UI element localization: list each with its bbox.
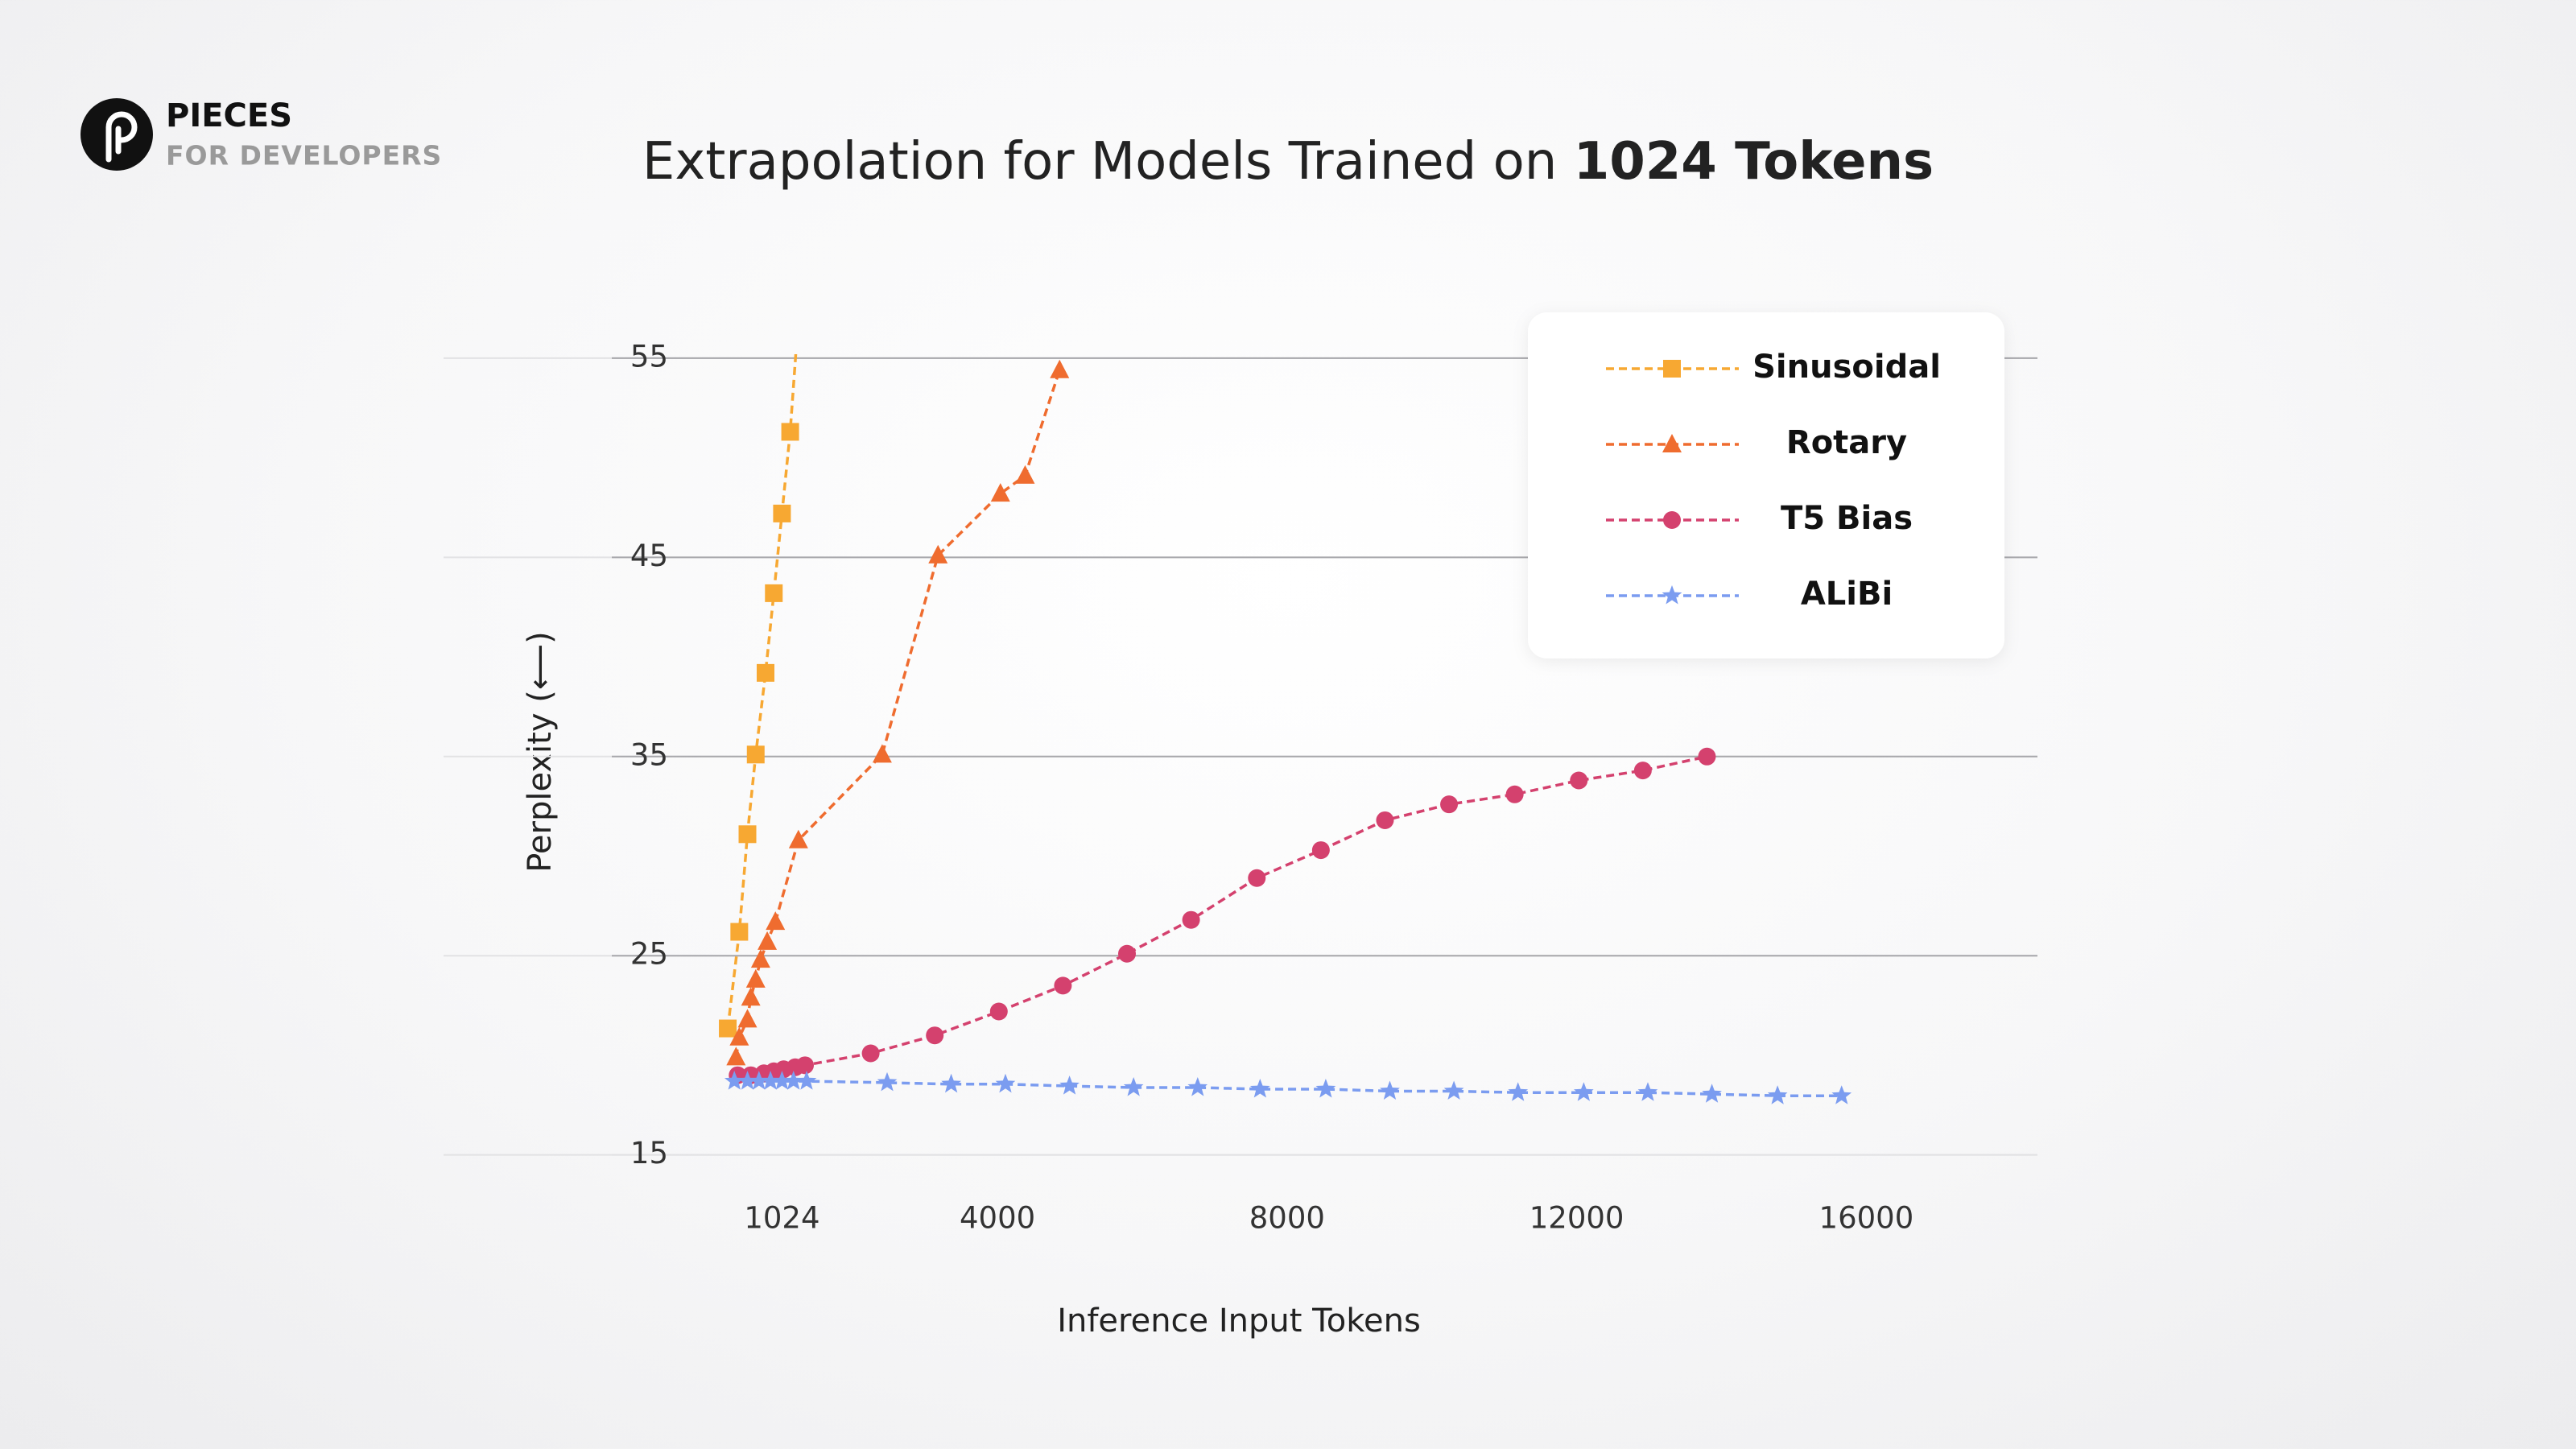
marker <box>1187 1077 1208 1096</box>
x-axis-label: Inference Input Tokens <box>1057 1302 1421 1340</box>
chart-title: Extrapolation for Models Trained on 1024… <box>642 132 1934 192</box>
marker <box>1662 585 1682 605</box>
marker <box>1376 811 1394 829</box>
marker <box>772 1071 792 1090</box>
marker <box>861 1044 880 1063</box>
marker <box>741 987 761 1006</box>
legend-label: T5 Bias <box>1781 500 1913 537</box>
marker <box>941 1073 961 1093</box>
marker <box>783 1071 804 1090</box>
marker <box>1054 976 1072 995</box>
legend-label: Rotary <box>1786 424 1907 461</box>
marker <box>760 1071 781 1090</box>
title-bold: 1024 Tokens <box>1574 132 1934 192</box>
y-tick-label: 45 <box>630 539 668 573</box>
marker <box>1315 1079 1336 1098</box>
marker <box>1248 869 1266 887</box>
marker <box>1570 771 1588 790</box>
marker <box>781 423 799 441</box>
marker <box>1311 841 1330 860</box>
y-tick-label: 25 <box>630 937 668 972</box>
marker <box>1663 360 1681 378</box>
marker <box>796 1056 815 1075</box>
marker <box>1702 1084 1722 1103</box>
marker <box>1698 747 1716 766</box>
marker <box>1662 434 1682 452</box>
title-text: Extrapolation for Models Trained on <box>642 132 1574 192</box>
y-axis-label: Perplexity (⟵) <box>522 631 559 873</box>
marker <box>719 1019 737 1038</box>
marker <box>729 1026 749 1046</box>
marker <box>746 745 765 764</box>
legend-label: Sinusoidal <box>1752 349 1941 386</box>
marker <box>749 1071 770 1090</box>
marker <box>757 663 775 682</box>
marker <box>750 949 770 968</box>
marker <box>738 825 757 844</box>
series-line <box>737 755 1707 1077</box>
marker <box>758 931 778 950</box>
marker <box>1831 1085 1852 1104</box>
legend-box <box>1528 312 2004 658</box>
marker <box>1767 1085 1788 1104</box>
marker <box>766 911 786 931</box>
marker <box>1508 1082 1529 1101</box>
brand-tagline: FOR DEVELOPERS <box>166 140 442 171</box>
marker <box>877 1071 898 1092</box>
y-tick-label: 35 <box>630 737 668 772</box>
marker <box>1123 1077 1144 1096</box>
marker <box>773 504 791 522</box>
marker <box>765 584 783 602</box>
marker <box>928 544 948 564</box>
legend-label: ALiBi <box>1801 576 1893 613</box>
marker <box>730 923 749 941</box>
series-line <box>726 354 798 1029</box>
y-tick-label: 55 <box>630 339 668 374</box>
marker <box>926 1026 944 1045</box>
marker <box>745 968 766 988</box>
x-tick-label: 12000 <box>1530 1201 1624 1236</box>
x-tick-label: 1024 <box>744 1201 819 1236</box>
y-tick-label: 15 <box>630 1136 668 1170</box>
marker <box>1380 1080 1400 1100</box>
marker <box>1050 359 1070 378</box>
marker <box>1440 795 1459 814</box>
marker <box>796 1071 817 1090</box>
marker <box>1633 762 1652 780</box>
x-tick-label: 8000 <box>1249 1201 1325 1236</box>
marker <box>1637 1082 1658 1101</box>
marker <box>1574 1082 1594 1101</box>
brand-logo <box>80 98 153 171</box>
marker <box>872 744 892 763</box>
marker <box>995 1073 1016 1093</box>
marker <box>1117 944 1136 963</box>
marker <box>1059 1075 1080 1095</box>
series-line <box>734 369 1061 1058</box>
marker <box>1249 1079 1270 1098</box>
brand-name: PIECES <box>166 97 292 134</box>
marker <box>737 1071 758 1090</box>
series-line <box>734 1080 1842 1097</box>
marker <box>1182 910 1200 929</box>
marker <box>788 829 808 848</box>
marker <box>990 483 1010 502</box>
x-tick-label: 4000 <box>960 1201 1035 1236</box>
marker <box>989 1002 1008 1021</box>
marker <box>1663 511 1681 529</box>
marker <box>1015 464 1035 484</box>
x-tick-label: 16000 <box>1819 1201 1914 1236</box>
marker <box>1443 1080 1464 1100</box>
marker <box>724 1071 745 1090</box>
marker <box>1505 785 1524 803</box>
marker <box>737 1009 758 1028</box>
marker <box>726 1046 746 1066</box>
